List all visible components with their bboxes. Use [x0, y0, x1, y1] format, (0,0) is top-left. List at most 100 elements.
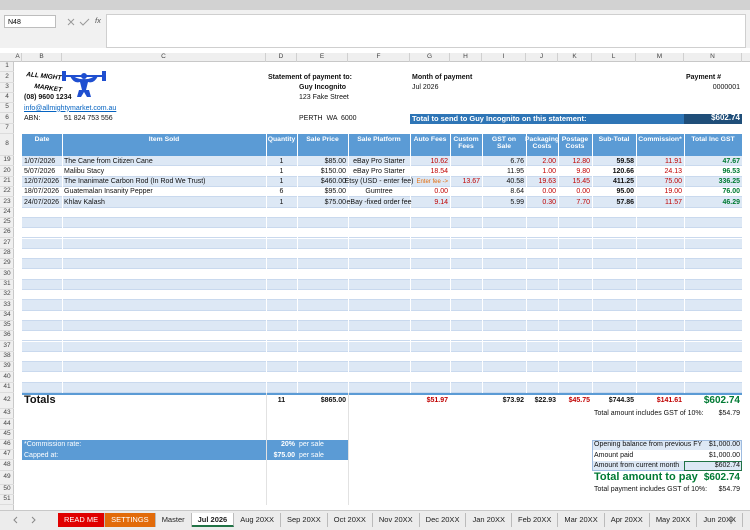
- row-number[interactable]: 3: [0, 83, 14, 93]
- column-letter[interactable]: C: [62, 53, 266, 62]
- row-number[interactable]: 25: [0, 218, 14, 229]
- column-letter[interactable]: A: [14, 53, 22, 62]
- row-number[interactable]: 44: [0, 419, 14, 430]
- tab-nav[interactable]: [10, 515, 40, 525]
- sheet-tab[interactable]: Sep 20XX: [281, 513, 328, 527]
- sheet-tab[interactable]: Oct 20XX: [328, 513, 373, 527]
- gst-value: $54.79: [718, 410, 740, 418]
- row-number[interactable]: 43: [0, 409, 14, 420]
- sheet-tab[interactable]: Master: [156, 513, 192, 527]
- column-letter[interactable]: I: [482, 53, 526, 62]
- sheet-tab[interactable]: Aug 20XX: [234, 513, 281, 527]
- name-box[interactable]: N48: [4, 15, 56, 28]
- row-number[interactable]: 38: [0, 352, 14, 363]
- row-number[interactable]: 34: [0, 311, 14, 321]
- phone: (08) 9600 1234: [24, 94, 72, 102]
- table-cell: 24.13: [664, 167, 682, 175]
- column-letter[interactable]: J: [526, 53, 558, 62]
- column-letter[interactable]: D: [266, 53, 297, 62]
- table-cell: 6: [279, 188, 284, 196]
- column-divider: [684, 134, 685, 393]
- row-number[interactable]: 46: [0, 440, 14, 451]
- cap-label: Capped at:: [24, 451, 59, 459]
- column-letter[interactable]: H: [450, 53, 482, 62]
- sheet-tab[interactable]: Dec 20XX: [420, 513, 467, 527]
- row-number[interactable]: 28: [0, 249, 14, 260]
- sheet-tab[interactable]: READ ME: [58, 513, 106, 527]
- column-header: Quantity: [267, 136, 296, 144]
- gst-value: $54.79: [718, 486, 740, 494]
- table-row-fill: [22, 176, 742, 187]
- column-letter[interactable]: L: [592, 53, 636, 62]
- row-number[interactable]: 45: [0, 430, 14, 440]
- row-header: [0, 62, 14, 510]
- row-number[interactable]: 40: [0, 372, 14, 383]
- fx-label[interactable]: fx: [95, 16, 101, 25]
- row-number[interactable]: 29: [0, 259, 14, 270]
- sheet-tab[interactable]: SETTINGS: [105, 513, 156, 527]
- column-letter[interactable]: G: [410, 53, 450, 62]
- row-number[interactable]: 2: [0, 72, 14, 83]
- table-cell: 46.29: [722, 198, 740, 206]
- table-row-fill: [22, 238, 742, 249]
- column-letter[interactable]: B: [22, 53, 62, 62]
- table-row-fill: [22, 228, 742, 239]
- table-cell: 1/07/2026: [24, 157, 56, 165]
- row-number[interactable]: 35: [0, 321, 14, 332]
- sheet-tab[interactable]: Nov 20XX: [373, 513, 420, 527]
- sheet-tab[interactable]: Jan 20XX: [466, 513, 512, 527]
- row-number[interactable]: 7: [0, 124, 14, 135]
- column-header: Total Inc GST: [691, 136, 735, 144]
- row-number[interactable]: 42: [0, 393, 14, 409]
- formula-input[interactable]: [106, 14, 746, 48]
- commission-label: *Commission rate:: [24, 441, 82, 449]
- row-number[interactable]: 39: [0, 362, 14, 373]
- row-number[interactable]: 8: [0, 134, 14, 157]
- row-number[interactable]: 1: [0, 62, 14, 73]
- sheet-tab[interactable]: Jul 2026: [191, 513, 235, 527]
- row-number[interactable]: 27: [0, 239, 14, 249]
- row-number[interactable]: 47: [0, 450, 14, 461]
- column-divider: [592, 134, 593, 393]
- row-number[interactable]: 33: [0, 300, 14, 311]
- sheet-tab[interactable]: May 20XX: [650, 513, 698, 527]
- row-number[interactable]: 23: [0, 197, 14, 208]
- sheet-tab[interactable]: Apr 20XX: [605, 513, 650, 527]
- add-sheet[interactable]: [726, 515, 736, 525]
- row-number[interactable]: 24: [0, 208, 14, 218]
- row-number[interactable]: 21: [0, 177, 14, 187]
- row-number[interactable]: 51: [0, 495, 14, 506]
- column-letter[interactable]: N: [684, 53, 742, 62]
- column-letter[interactable]: K: [558, 53, 592, 62]
- row-number[interactable]: 49: [0, 471, 14, 485]
- row-number[interactable]: 19: [0, 156, 14, 167]
- row-number[interactable]: 6: [0, 114, 14, 124]
- row-number[interactable]: 31: [0, 280, 14, 290]
- row-number[interactable]: 20: [0, 166, 14, 177]
- summary-border: [592, 439, 742, 471]
- row-number[interactable]: 30: [0, 269, 14, 280]
- totals-cell: $141.61: [656, 397, 682, 405]
- column-header: Auto Fees: [413, 136, 447, 144]
- column-letter[interactable]: M: [636, 53, 684, 62]
- row-number[interactable]: 36: [0, 331, 14, 342]
- row-number[interactable]: 5: [0, 103, 14, 114]
- row-number[interactable]: 50: [0, 485, 14, 496]
- row-number[interactable]: 37: [0, 342, 14, 352]
- row-number[interactable]: 26: [0, 228, 14, 239]
- row-number[interactable]: 41: [0, 383, 14, 393]
- summary-value: $1,000.00: [708, 441, 740, 449]
- row-number[interactable]: 22: [0, 187, 14, 198]
- row-number[interactable]: 4: [0, 93, 14, 104]
- sheet-tab[interactable]: Feb 20XX: [512, 513, 559, 527]
- abn-label: ABN:: [24, 114, 41, 122]
- sheet-tab[interactable]: Jun 20XX: [697, 513, 743, 527]
- row-number[interactable]: 32: [0, 290, 14, 301]
- sheet-tab[interactable]: Mar 20XX: [558, 513, 605, 527]
- row-number[interactable]: 48: [0, 461, 14, 471]
- column-letter[interactable]: E: [297, 53, 348, 62]
- column-letter[interactable]: F: [348, 53, 410, 62]
- column-header: Sale Platform: [357, 136, 401, 144]
- table-cell: 10.62: [430, 157, 448, 165]
